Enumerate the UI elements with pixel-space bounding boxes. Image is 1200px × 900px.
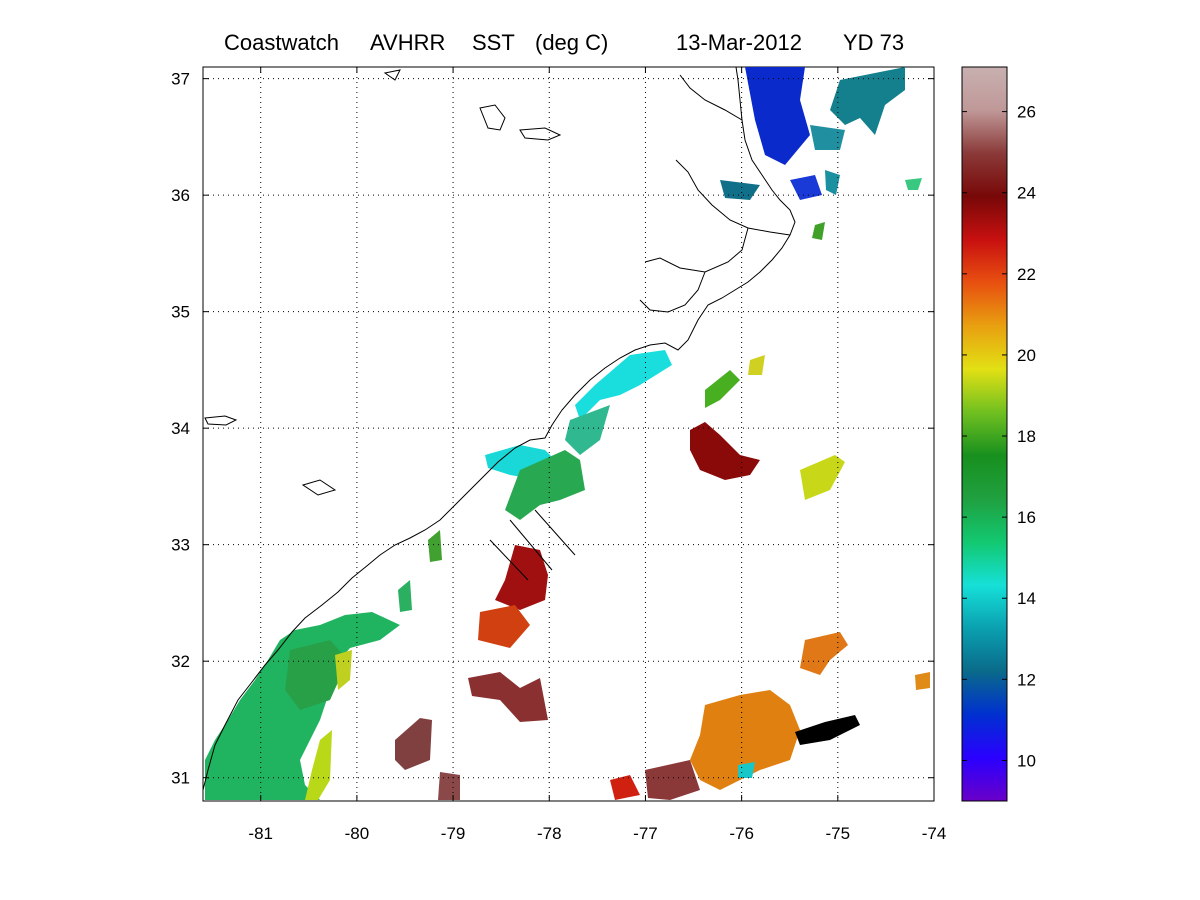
sst-patch-teal-north-4 (825, 170, 840, 195)
sst-patch-teal-onslow (565, 405, 610, 455)
title-product: SST (472, 30, 515, 55)
sst-patch-green-coast-mid-2 (428, 530, 442, 562)
lat-tick-label: 37 (171, 70, 190, 89)
colorbar (961, 66, 1008, 802)
sst-patch-brown-se (645, 760, 700, 800)
sst-patch-cold-north-2 (790, 175, 822, 200)
sst-patch-warm-offshore (690, 422, 760, 480)
coastline-sounds-2 (679, 74, 743, 121)
lon-tick-label: -78 (537, 824, 562, 843)
sst-patch-yellow-small (748, 355, 765, 375)
sst-patch-yellow-southwest (305, 730, 332, 800)
lat-tick-label: 35 (171, 303, 190, 322)
title-yearday: YD 73 (843, 30, 905, 55)
sst-patch-teal-north (830, 67, 905, 135)
lon-tick-label: -80 (345, 824, 370, 843)
sst-patch-green-east (905, 178, 922, 190)
sst-patch-orange-se (690, 690, 800, 790)
colorbar-tick-label: 24 (1017, 184, 1036, 203)
lat-tick-label: 34 (171, 419, 190, 438)
gulf-stream-arrow-2 (509, 519, 553, 571)
sst-patch-orange-east (915, 672, 930, 690)
colorbar-tick-label: 16 (1017, 508, 1036, 527)
sst-patch-warm-core (495, 545, 548, 610)
colorbar-tick-label: 14 (1017, 589, 1036, 608)
sst-patch-cyan-se (738, 762, 755, 778)
lon-tick-label: -77 (633, 824, 658, 843)
lat-tick-label: 36 (171, 186, 190, 205)
sst-patch-yellow-southwest-2 (335, 650, 352, 690)
lon-tick-label: -81 (248, 824, 273, 843)
lat-tick-label: 33 (171, 536, 190, 555)
sst-patch-cyan-capefear (575, 350, 672, 420)
sst-patch-orange-core (478, 605, 530, 648)
lon-tick-label: -76 (729, 824, 754, 843)
sst-patch-orange-se-2 (800, 632, 848, 675)
sst-patch-teal-north-2 (810, 125, 845, 150)
sst-field (205, 67, 930, 800)
sst-patch-green-longbay (505, 450, 585, 520)
colorbar-ticks: 10 12 14 16 18 20 22 24 26 (962, 103, 1036, 770)
coastline-sounds (639, 159, 791, 313)
sst-patch-green-southwest-2 (285, 640, 348, 710)
colorbar-tick-label: 22 (1017, 265, 1036, 284)
coastline-main (203, 67, 796, 791)
lat-tick-label: 32 (171, 652, 190, 671)
sst-patch-red-se (610, 775, 640, 800)
sst-patch-green-offshore (705, 370, 740, 408)
colorbar-tick-label: 18 (1017, 427, 1036, 446)
gulf-stream-arrow-3 (489, 539, 529, 581)
colorbar-tick-label: 20 (1017, 346, 1036, 365)
title-sensor: AVHRR (370, 30, 446, 55)
sst-patch-brown-south-3 (438, 772, 460, 800)
lat-tick-label: 31 (171, 769, 190, 788)
sst-patch-brown-south-2 (395, 718, 432, 770)
title-source: Coastwatch (224, 30, 339, 55)
sst-patch-brown-south (468, 672, 548, 722)
lon-tick-label: -79 (441, 824, 466, 843)
lon-tick-label: -75 (826, 824, 851, 843)
sst-patch-teal-north-3 (720, 180, 760, 200)
latitude-labels: 31 32 33 34 35 36 37 (171, 70, 190, 788)
title-units: (deg C) (535, 30, 609, 55)
colorbar-tick-label: 12 (1017, 670, 1036, 689)
title-date: 13-Mar-2012 (676, 30, 802, 55)
sst-patch-green-small (812, 222, 825, 240)
sst-patch-yellow-offshore (800, 455, 845, 500)
map-gridlines (203, 67, 935, 801)
colorbar-tick-label: 26 (1017, 103, 1036, 122)
gulf-stream-arrow-1 (534, 509, 576, 556)
coastline-lakes (204, 69, 562, 496)
sst-patch-cold-north (745, 67, 810, 165)
coastline (203, 67, 796, 791)
sst-patch-black-se (795, 715, 860, 745)
colorbar-tick-label: 10 (1017, 751, 1036, 770)
sst-patch-green-coast-mid (398, 580, 412, 612)
longitude-labels: -81 -80 -79 -78 -77 -76 -75 -74 (248, 824, 946, 843)
lon-tick-label: -74 (922, 824, 947, 843)
